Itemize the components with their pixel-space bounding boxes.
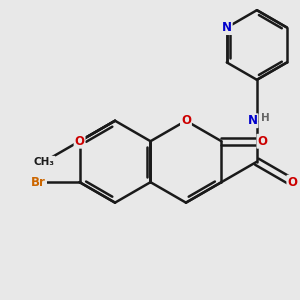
- Text: O: O: [257, 135, 267, 148]
- Text: O: O: [75, 135, 85, 148]
- Text: N: N: [222, 21, 232, 34]
- Text: CH₃: CH₃: [34, 157, 55, 167]
- Text: N: N: [248, 114, 257, 127]
- Text: O: O: [181, 114, 191, 127]
- Text: H: H: [261, 113, 270, 123]
- Text: O: O: [287, 176, 297, 189]
- Text: Br: Br: [31, 176, 46, 189]
